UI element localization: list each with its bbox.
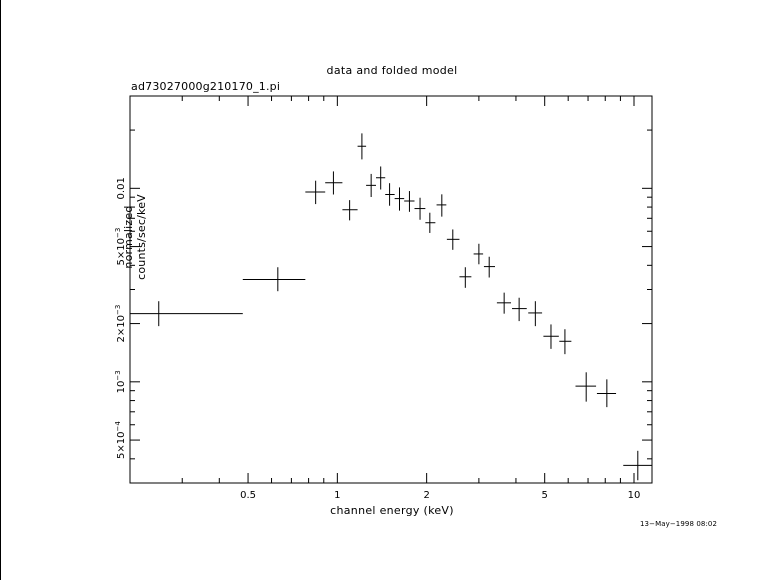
data-point [623,450,652,481]
data-point [496,292,512,314]
data-point [483,256,496,278]
data-point [575,372,597,402]
x-tick-label: 5 [542,490,548,501]
data-point [512,297,527,322]
plot-frame [129,95,653,484]
data-point [459,267,472,288]
data-point [376,166,386,190]
y-tick-label: 0.01 [116,177,127,199]
data-point [559,329,572,355]
data-point [425,212,436,233]
y-tick-label: 2×10−3 [114,305,127,343]
x-axis-ticks: 0.5 1 2 5 10 [129,96,641,501]
data-point [130,301,243,327]
data-point [357,133,367,160]
data-point [596,379,617,408]
data-point [446,229,460,250]
chart-title: data and folded model [326,64,458,77]
plot-timestamp: 13−May−1998 08:02 [640,520,718,528]
data-point [528,301,543,327]
data-point [473,243,484,265]
data-point [394,187,405,211]
x-tick-label: 10 [628,490,641,501]
y-axis-ticks: 5×10−4 10−3 2×10−3 5×10−3 0.01 [114,95,652,484]
data-point [414,197,426,220]
data-point [404,191,415,212]
y-tick-label: 5×10−3 [114,228,127,266]
x-tick-label: 1 [334,490,340,501]
data-point [385,183,395,206]
data-point [436,194,447,217]
x-axis-label: channel energy (keV) [330,504,454,517]
x-tick-label: 0.5 [240,490,256,501]
data-point [242,267,306,292]
data-point [325,171,343,195]
x-tick-label: 2 [423,490,429,501]
y-tick-label: 10−3 [114,370,127,393]
data-point [543,324,559,349]
data-points [130,133,652,481]
window-left-border [0,0,1,580]
y-tick-label: 5×10−4 [114,421,127,459]
data-point [342,200,358,221]
data-point [305,180,326,205]
chart-subtitle-filename: ad73027000g210170_1.pi [131,80,281,93]
data-point [366,173,377,197]
